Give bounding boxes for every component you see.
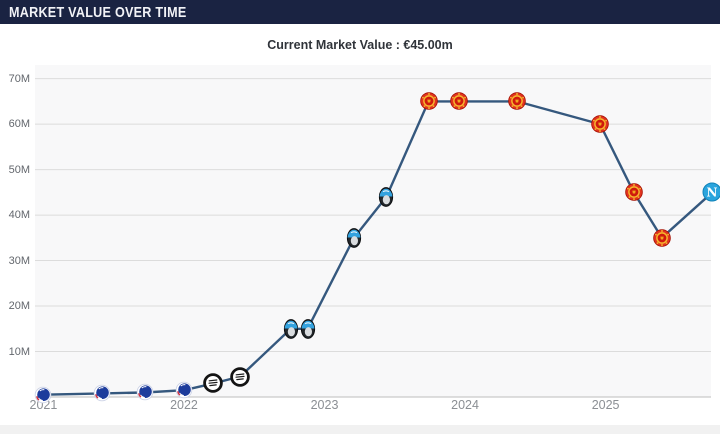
y-tick-70M: 70M — [8, 72, 30, 85]
x-tick-2021: 2021 — [29, 398, 58, 412]
chart-point-11-man-united-crest-icon[interactable] — [450, 92, 469, 111]
chart-point-8-atalanta-crest-icon[interactable] — [346, 227, 362, 248]
svg-text:N: N — [707, 186, 718, 200]
chart-point-14-man-united-crest-icon[interactable] — [624, 183, 643, 202]
chart-point-10-man-united-crest-icon[interactable] — [419, 92, 438, 111]
section-header: MARKET VALUE OVER TIME — [0, 0, 720, 24]
current-market-value-label: Current Market Value : €45.00m — [267, 38, 453, 52]
y-tick-10M: 10M — [8, 345, 30, 358]
chart-point-1-fc-copenhagen-crest-icon[interactable] — [94, 385, 111, 402]
chart-point-6-atalanta-crest-icon[interactable] — [283, 318, 299, 339]
y-tick-50M: 50M — [8, 163, 30, 176]
plot-area — [35, 65, 711, 397]
chart-point-15-man-united-crest-icon[interactable] — [652, 228, 671, 247]
chart-point-13-man-united-crest-icon[interactable] — [590, 115, 609, 134]
x-tick-2025: 2025 — [591, 398, 620, 412]
section-title: MARKET VALUE OVER TIME — [9, 3, 187, 21]
y-tick-60M: 60M — [8, 118, 30, 131]
x-tick-2023: 2023 — [310, 398, 339, 412]
bottom-divider — [0, 425, 720, 434]
chart-point-12-man-united-crest-icon[interactable] — [508, 92, 527, 111]
chart-point-0-fc-copenhagen-crest-icon[interactable] — [35, 386, 52, 403]
y-tick-20M: 20M — [8, 300, 30, 313]
chart-point-9-atalanta-crest-icon[interactable] — [378, 186, 394, 207]
chart-point-7-atalanta-crest-icon[interactable] — [300, 318, 316, 339]
chart-point-4-sturm-graz-crest-icon[interactable] — [203, 373, 224, 394]
chart-point-2-fc-copenhagen-crest-icon[interactable] — [136, 384, 153, 401]
y-tick-40M: 40M — [8, 209, 30, 222]
y-tick-30M: 30M — [8, 254, 30, 267]
chart-point-3-fc-copenhagen-crest-icon[interactable] — [175, 381, 193, 399]
chart-point-5-sturm-graz-crest-icon[interactable] — [230, 366, 250, 387]
chart-point-16-napoli-crest-icon[interactable]: N — [702, 182, 720, 202]
x-tick-2024: 2024 — [451, 398, 479, 412]
x-tick-2022: 2022 — [170, 398, 198, 412]
